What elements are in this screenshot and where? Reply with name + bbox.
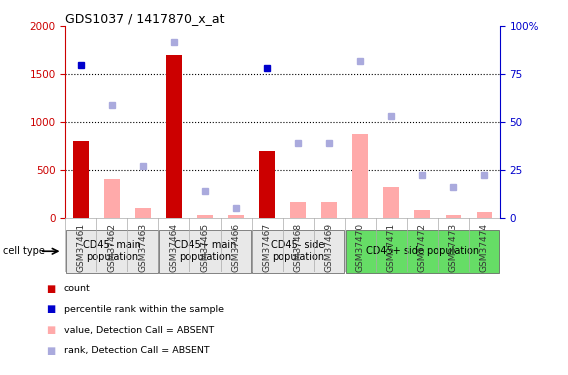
- Bar: [352, 134, 368, 218]
- Bar: [160, 230, 250, 273]
- Text: CD45+ main
population: CD45+ main population: [174, 240, 236, 262]
- Bar: [197, 214, 213, 217]
- Bar: [260, 150, 275, 217]
- Bar: [252, 230, 344, 273]
- Text: GSM37466: GSM37466: [232, 223, 240, 272]
- Text: ■: ■: [47, 325, 56, 335]
- Text: percentile rank within the sample: percentile rank within the sample: [64, 305, 224, 314]
- Text: CD45- main
population: CD45- main population: [83, 240, 141, 262]
- Bar: [477, 212, 492, 217]
- Bar: [135, 208, 151, 218]
- Text: CD45+ side population: CD45+ side population: [366, 246, 479, 256]
- Text: GSM37467: GSM37467: [262, 223, 272, 272]
- Bar: [166, 55, 182, 217]
- Text: GSM37462: GSM37462: [107, 223, 116, 272]
- Bar: [383, 187, 399, 218]
- Text: ■: ■: [47, 304, 56, 314]
- Text: GSM37474: GSM37474: [480, 223, 489, 272]
- Text: GSM37463: GSM37463: [139, 223, 148, 272]
- Bar: [321, 202, 337, 217]
- Text: ■: ■: [47, 346, 56, 355]
- Bar: [345, 230, 499, 273]
- Bar: [104, 179, 120, 218]
- Bar: [445, 214, 461, 217]
- Text: GSM37468: GSM37468: [294, 223, 303, 272]
- Text: GSM37461: GSM37461: [76, 223, 85, 272]
- Bar: [73, 141, 89, 218]
- Text: GSM37464: GSM37464: [169, 223, 178, 272]
- Text: rank, Detection Call = ABSENT: rank, Detection Call = ABSENT: [64, 346, 209, 355]
- Text: GSM37470: GSM37470: [356, 223, 365, 272]
- Text: value, Detection Call = ABSENT: value, Detection Call = ABSENT: [64, 326, 214, 334]
- Text: GSM37473: GSM37473: [449, 223, 458, 272]
- Text: GDS1037 / 1417870_x_at: GDS1037 / 1417870_x_at: [65, 12, 225, 25]
- Text: cell type: cell type: [3, 246, 45, 256]
- Text: GSM37471: GSM37471: [387, 223, 396, 272]
- Bar: [66, 230, 157, 273]
- Text: GSM37472: GSM37472: [417, 223, 427, 272]
- Text: count: count: [64, 284, 90, 293]
- Text: ■: ■: [47, 284, 56, 294]
- Bar: [415, 210, 430, 218]
- Bar: [290, 202, 306, 217]
- Text: GSM37469: GSM37469: [325, 223, 333, 272]
- Bar: [228, 214, 244, 217]
- Text: GSM37465: GSM37465: [201, 223, 210, 272]
- Text: CD45- side
population: CD45- side population: [272, 240, 325, 262]
